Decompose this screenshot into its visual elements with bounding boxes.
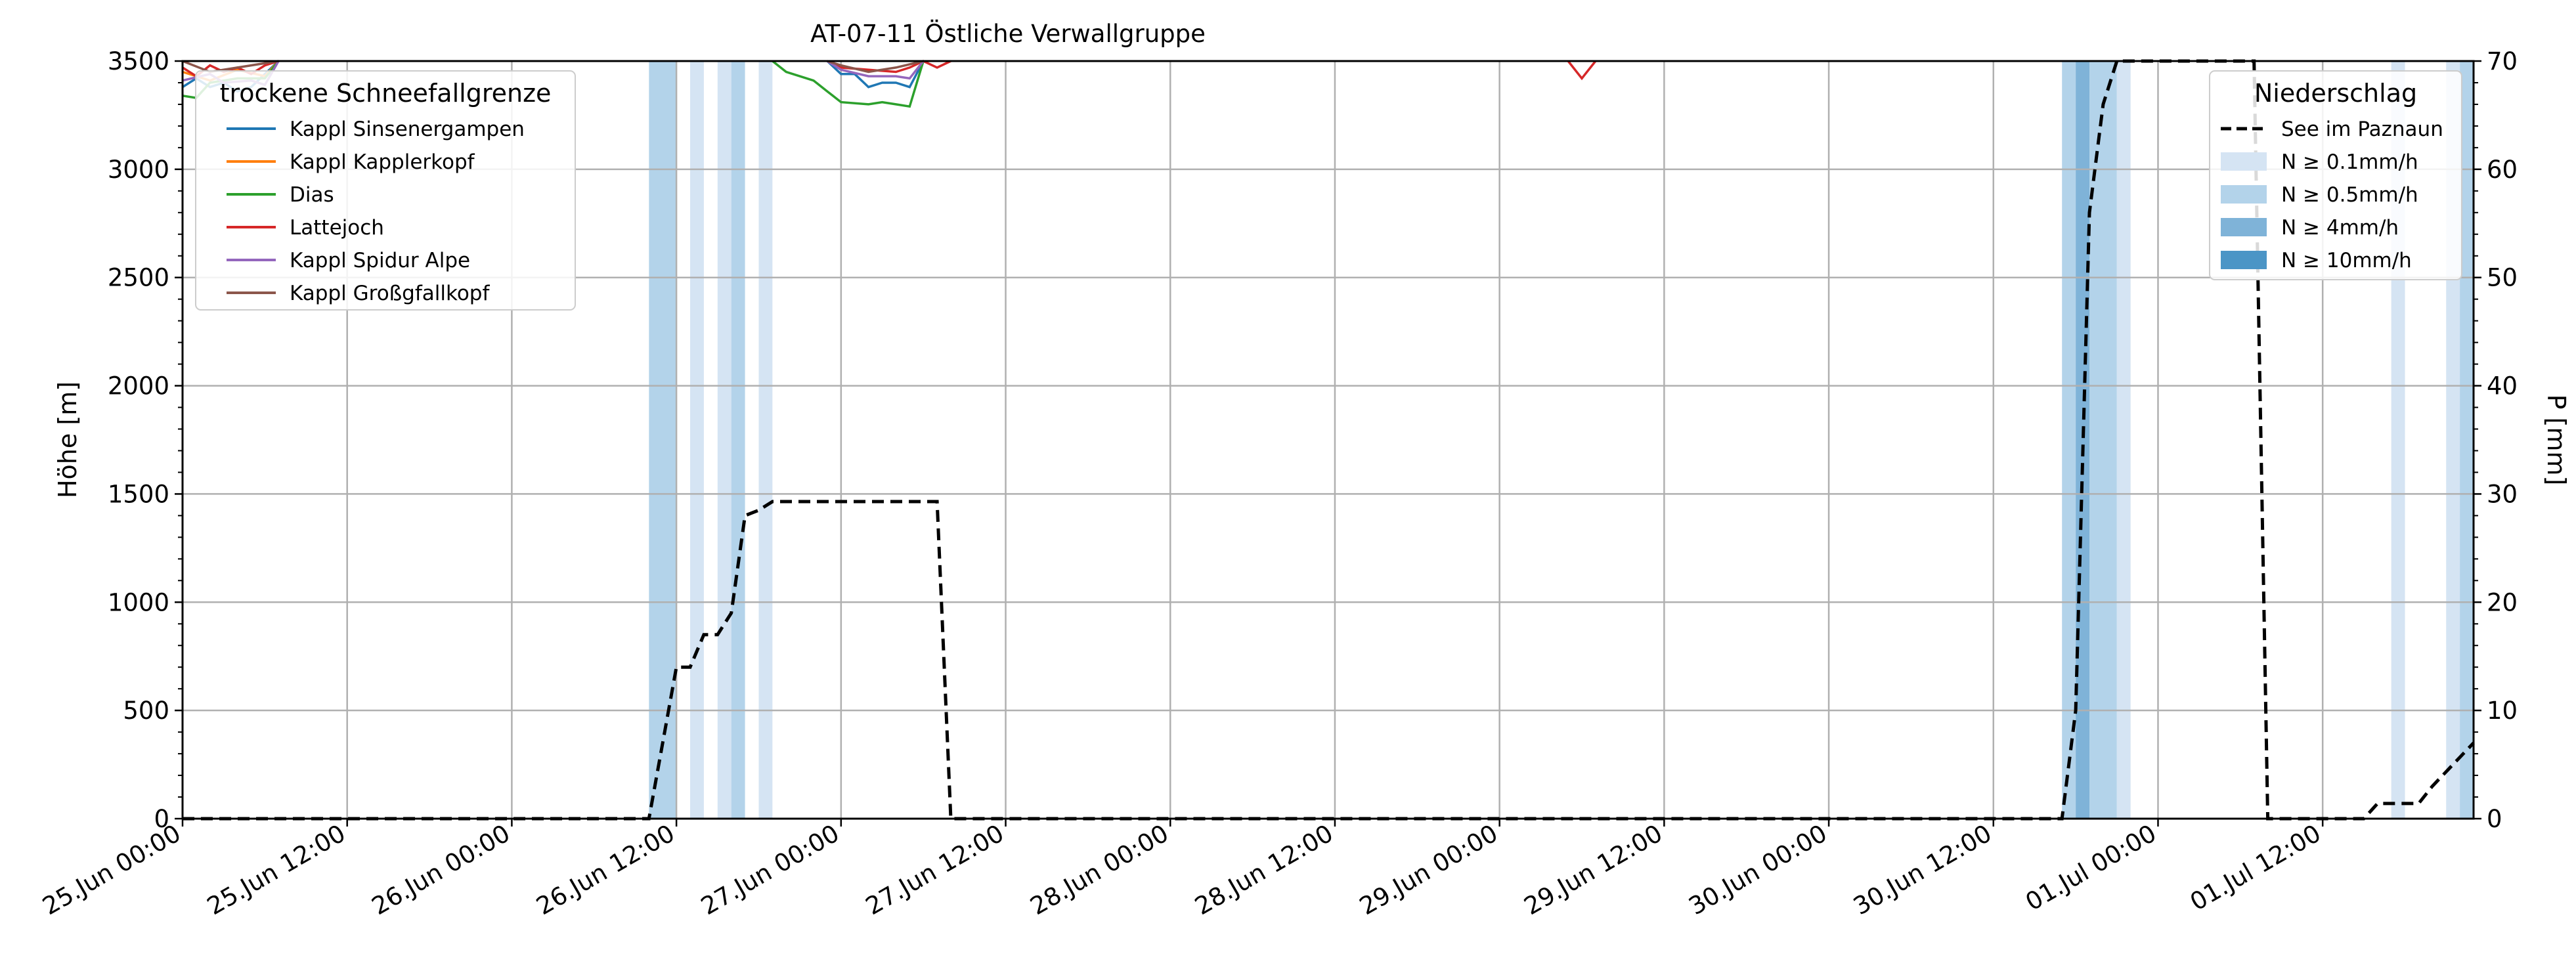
snowline-series-line <box>826 60 925 80</box>
legend-precip-swatch <box>2221 251 2267 269</box>
right-axis-tick-label: 0 <box>2487 805 2502 833</box>
snowline-series-line <box>772 60 925 108</box>
chart-title: AT-07-11 Östliche Verwallgruppe <box>810 20 1206 48</box>
x-axis-tick-label: 28.Jun 00:00 <box>1026 819 1173 921</box>
x-axis-tick-label: 29.Jun 00:00 <box>1355 819 1502 921</box>
left-axis-tick-label: 1000 <box>108 588 169 616</box>
right-axis-tick-label: 60 <box>2487 156 2518 184</box>
right-axis-tick-label: 40 <box>2487 372 2518 400</box>
precip-band <box>2062 61 2076 819</box>
left-axis-tick-label: 1500 <box>108 480 169 508</box>
x-axis: 25.Jun 00:00 25.Jun 12:00 26.Jun 00:00 26.J… <box>37 819 2326 921</box>
x-axis-tick-label: 01.Jul 12:00 <box>2185 819 2326 916</box>
legend-snowline-title: trockene Schneefallgrenze <box>220 79 552 108</box>
right-axis-label: P [mm] <box>2542 395 2571 486</box>
x-axis-tick-label: 27.Jun 12:00 <box>861 819 1009 921</box>
snowline-series-line <box>182 60 279 74</box>
precip-band <box>2116 61 2131 819</box>
right-axis: 0 10 20 30 40 50 60 70 <box>2474 47 2518 833</box>
precip-band <box>2460 61 2474 819</box>
precip-band <box>2076 61 2090 819</box>
legend-precip-label: See im Paznaun <box>2281 118 2443 141</box>
legend-snowline-label: Kappl Spidur Alpe <box>290 249 470 272</box>
legend-precip-label: N ≥ 0.1mm/h <box>2281 150 2418 174</box>
left-axis-tick-label: 2000 <box>108 372 169 400</box>
x-axis-tick-label: 26.Jun 12:00 <box>532 819 680 921</box>
legend-precip-title: Niederschlag <box>2254 79 2417 108</box>
legend-precip-box <box>2209 70 2462 280</box>
legend-snowline: trockene Schneefallgrenze Kappl Sinsener… <box>195 70 576 311</box>
precip-band <box>649 61 677 819</box>
legend-snowline-box <box>195 70 576 311</box>
x-axis-tick-label: 25.Jun 00:00 <box>37 819 185 921</box>
x-axis-tick-label: 27.Jun 00:00 <box>696 819 844 921</box>
legend-precip-label: N ≥ 0.5mm/h <box>2281 183 2418 207</box>
x-axis-tick-label: 25.Jun 12:00 <box>202 819 350 921</box>
right-axis-tick-label: 20 <box>2487 588 2518 616</box>
legend-precip-swatch <box>2221 218 2267 236</box>
left-axis-label: Höhe [m] <box>53 381 82 498</box>
legend-snowline-label: Kappl Sinsenergampen <box>290 118 525 141</box>
precip-band <box>717 61 731 819</box>
x-axis-tick-label: 28.Jun 12:00 <box>1190 819 1338 921</box>
right-axis-tick-label: 50 <box>2487 264 2518 292</box>
left-axis-tick-label: 3000 <box>108 156 169 184</box>
x-axis-tick-label: 30.Jun 12:00 <box>1848 819 1996 921</box>
left-axis-tick-label: 500 <box>123 697 169 725</box>
precip-band <box>731 61 745 819</box>
left-axis-tick-label: 2500 <box>108 264 169 292</box>
right-axis-tick-label: 30 <box>2487 480 2518 508</box>
precip-band <box>2089 61 2117 819</box>
plot-frame <box>181 60 2475 820</box>
legend-snowline-label: Kappl Großgfallkopf <box>290 282 490 305</box>
x-axis-tick-label: 30.Jun 00:00 <box>1684 819 1832 921</box>
x-axis-tick-label: 01.Jul 00:00 <box>2020 819 2161 916</box>
left-axis-tick-label: 0 <box>154 805 169 833</box>
legend-precip-label: N ≥ 10mm/h <box>2281 249 2412 272</box>
snowline-series-line <box>827 60 924 74</box>
legend-snowline-label: Lattejoch <box>290 216 384 240</box>
snowline-series-line <box>1567 60 1597 81</box>
legend-precip-swatch <box>2221 152 2267 171</box>
legend-precip-swatch <box>2221 185 2267 204</box>
left-axis-tick-label: 3500 <box>108 47 169 75</box>
legend-precip-label: N ≥ 4mm/h <box>2281 216 2399 240</box>
x-axis-tick-label: 29.Jun 12:00 <box>1519 819 1667 921</box>
legend-precip: Niederschlag See im Paznaun N ≥ 0.1mm/h N … <box>2209 70 2462 280</box>
snowline-series-line <box>826 60 925 89</box>
precip-bands <box>649 61 2474 819</box>
legend-snowline-label: Dias <box>290 183 334 207</box>
left-axis: 0 500 1000 1500 2000 2500 3000 3500 <box>108 47 183 833</box>
legend-snowline-label: Kappl Kapplerkopf <box>290 150 475 174</box>
right-axis-tick-label: 10 <box>2487 697 2518 725</box>
snowline-series-line <box>827 60 951 74</box>
x-axis-tick-label: 26.Jun 00:00 <box>367 819 515 921</box>
precip-band <box>758 61 773 819</box>
right-axis-tick-label: 70 <box>2487 47 2518 75</box>
precip-band <box>690 61 704 819</box>
